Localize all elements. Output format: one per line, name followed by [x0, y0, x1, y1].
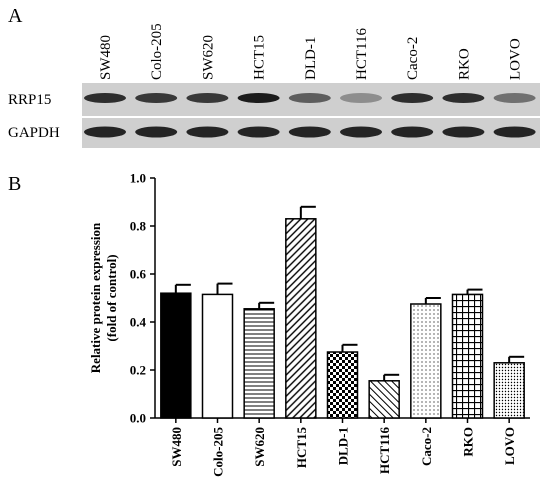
x-tick-label: SW620	[252, 427, 267, 467]
band	[237, 93, 280, 103]
band	[186, 126, 229, 138]
band	[237, 126, 280, 138]
band	[288, 126, 331, 138]
bar	[160, 292, 192, 419]
x-tick-label: LOVO	[502, 427, 517, 465]
lane-label: Colo-205	[149, 23, 165, 80]
band	[84, 126, 126, 138]
band	[442, 126, 485, 138]
band	[135, 126, 178, 138]
bar	[243, 308, 275, 419]
bar	[285, 218, 317, 419]
band	[340, 93, 382, 103]
bar-chart: 0.0 0.2 0.4 0.6 0.8 1.0 Relative protein expre…	[88, 171, 530, 477]
bar	[410, 303, 442, 419]
lane-label: HCT15	[252, 35, 268, 80]
band	[493, 126, 536, 138]
y-tick-label: 0.4	[130, 315, 147, 330]
bar	[201, 293, 234, 419]
blot-bands	[84, 93, 536, 138]
y-tick-label: 0.6	[130, 267, 147, 282]
y-tick-label: 1.0	[130, 171, 146, 186]
band	[391, 93, 434, 103]
panel-label: B	[8, 173, 21, 195]
x-tick-label: Colo-205	[211, 427, 226, 477]
y-tick-label: 0.2	[130, 363, 146, 378]
x-tick-label: DLD-1	[336, 427, 351, 465]
x-tick-label: HCT15	[294, 427, 309, 469]
bar	[451, 293, 484, 419]
y-axis-label: Relative protein expression	[88, 222, 103, 373]
y-tick-label: 0.0	[130, 411, 146, 426]
row-label: GAPDH	[8, 125, 60, 141]
lane-label: LOVO	[508, 38, 524, 80]
band	[493, 93, 536, 103]
panel-label: A	[8, 5, 23, 27]
lane-label: RKO	[456, 48, 472, 80]
lane-label: SW620	[200, 35, 216, 80]
x-tick-label: RKO	[461, 427, 476, 457]
x-tick-label: HCT116	[377, 427, 392, 474]
x-tick-label: SW480	[169, 427, 184, 467]
bar	[493, 362, 525, 419]
band	[340, 126, 382, 138]
band	[391, 126, 434, 138]
y-tick-label: 0.8	[130, 219, 147, 234]
bar	[368, 380, 400, 419]
bar	[326, 351, 359, 419]
lane-label: HCT116	[354, 28, 370, 80]
band	[84, 93, 126, 103]
band	[442, 93, 485, 103]
x-tick-label: Caco-2	[419, 427, 434, 466]
band	[186, 93, 229, 103]
band	[288, 93, 331, 103]
y-axis-label: (fold of control)	[104, 254, 119, 341]
row-label: RRP15	[8, 92, 51, 108]
band	[135, 93, 178, 103]
lane-label: Caco-2	[405, 37, 421, 80]
lane-label: DLD-1	[303, 37, 319, 80]
lane-label: SW480	[98, 35, 114, 80]
